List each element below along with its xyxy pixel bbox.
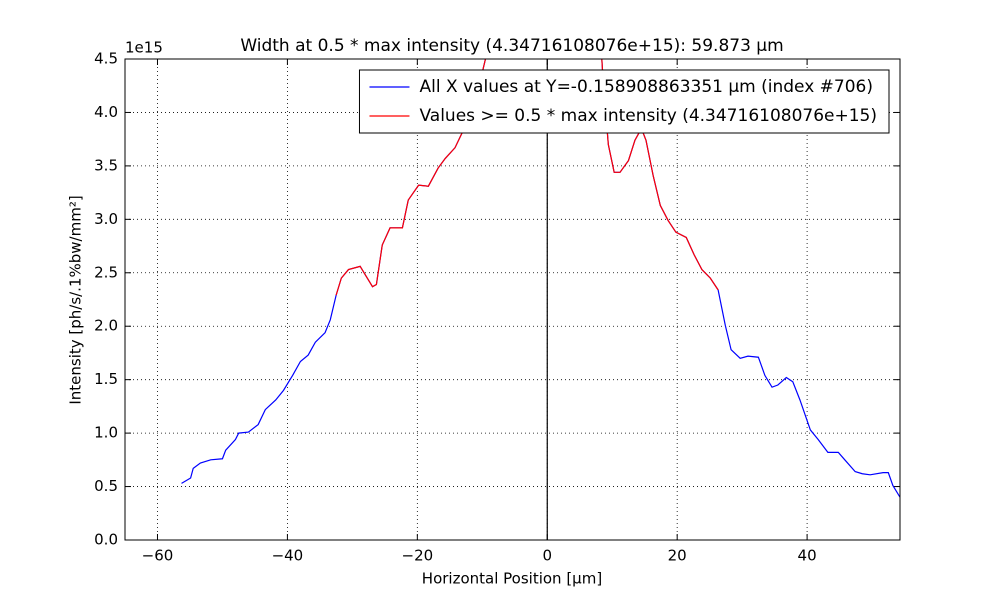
y-tick-label: 2.5: [94, 263, 118, 281]
y-tick-label: 1.5: [94, 370, 118, 388]
data-line: [181, 59, 900, 498]
x-tick-label: −40: [272, 547, 304, 565]
chart-title: Width at 0.5 * max intensity (4.34716108…: [240, 36, 783, 56]
legend-box: [358, 69, 890, 134]
y-axis-label: Intensity [ph/s/.1%bw/mm²]: [67, 195, 85, 404]
plot-frame: [124, 58, 901, 541]
x-tick-label: 20: [668, 547, 687, 565]
y-offset-label: 1e15: [125, 39, 163, 57]
x-axis-label: Horizontal Position [µm]: [422, 570, 602, 588]
y-tick-label: 0.5: [94, 477, 118, 495]
legend-label: All X values at Y=-0.158908863351 µm (in…: [419, 77, 873, 97]
y-tick-label: 2.0: [94, 317, 118, 335]
plot-area: [181, 59, 900, 498]
y-tick-label: 0.0: [94, 531, 118, 549]
data-line: [335, 59, 719, 296]
legend: All X values at Y=-0.158908863351 µm (in…: [358, 69, 890, 134]
legend-label: Values >= 0.5 * max intensity (4.3471610…: [419, 106, 877, 126]
y-tick-label: 1.0: [94, 424, 118, 442]
x-tick-label: 0: [542, 547, 552, 565]
x-tick-label: 40: [798, 547, 817, 565]
x-tick-label: −60: [142, 547, 174, 565]
x-tick-label: −20: [402, 547, 434, 565]
y-tick-label: 3.5: [94, 156, 118, 174]
y-tick-label: 4.0: [94, 103, 118, 121]
y-tick-label: 3.0: [94, 210, 118, 228]
y-tick-label: 4.5: [94, 50, 118, 68]
